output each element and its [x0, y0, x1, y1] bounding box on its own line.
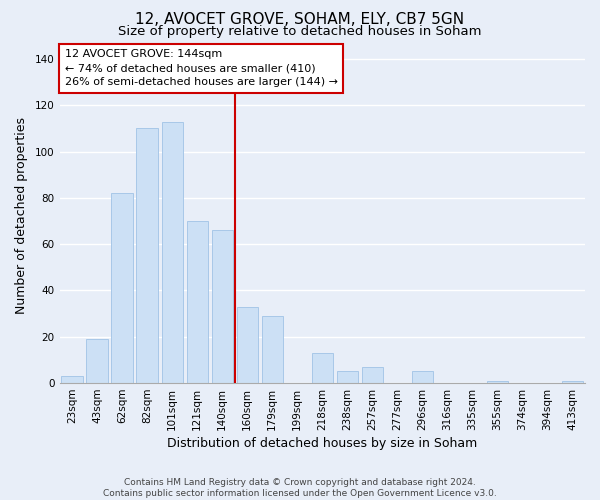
X-axis label: Distribution of detached houses by size in Soham: Distribution of detached houses by size …	[167, 437, 478, 450]
Bar	[412, 372, 433, 383]
Bar	[161, 122, 183, 383]
Text: Size of property relative to detached houses in Soham: Size of property relative to detached ho…	[118, 25, 482, 38]
Bar	[311, 353, 333, 383]
Bar	[362, 367, 383, 383]
Bar	[487, 381, 508, 383]
Text: 12, AVOCET GROVE, SOHAM, ELY, CB7 5GN: 12, AVOCET GROVE, SOHAM, ELY, CB7 5GN	[136, 12, 464, 28]
Bar	[236, 306, 258, 383]
Text: Contains HM Land Registry data © Crown copyright and database right 2024.
Contai: Contains HM Land Registry data © Crown c…	[103, 478, 497, 498]
Bar	[187, 221, 208, 383]
Bar	[562, 381, 583, 383]
Bar	[86, 339, 108, 383]
Bar	[61, 376, 83, 383]
Y-axis label: Number of detached properties: Number of detached properties	[15, 117, 28, 314]
Bar	[112, 194, 133, 383]
Text: 12 AVOCET GROVE: 144sqm
← 74% of detached houses are smaller (410)
26% of semi-d: 12 AVOCET GROVE: 144sqm ← 74% of detache…	[65, 49, 338, 87]
Bar	[212, 230, 233, 383]
Bar	[337, 372, 358, 383]
Bar	[262, 316, 283, 383]
Bar	[136, 128, 158, 383]
